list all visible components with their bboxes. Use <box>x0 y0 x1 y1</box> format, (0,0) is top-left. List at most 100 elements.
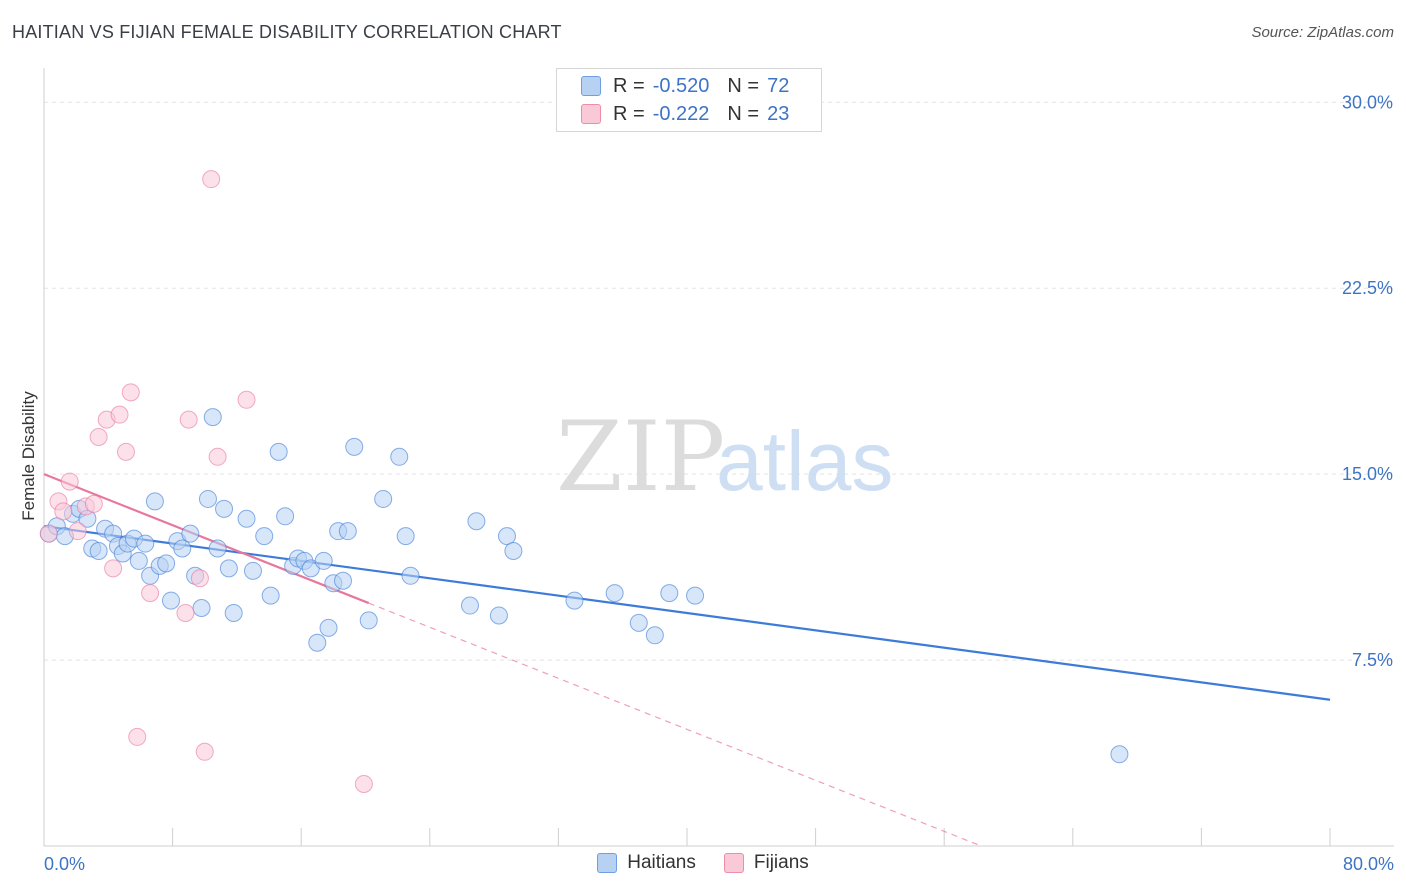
legend-n-label: N = <box>727 74 760 97</box>
point-haitians <box>338 522 357 541</box>
point-haitians <box>276 507 295 526</box>
point-fijians <box>202 170 221 189</box>
point-haitians <box>359 611 378 630</box>
legend-row-fijians: R = -0.222 N = 23 <box>581 101 789 127</box>
point-haitians <box>255 527 274 546</box>
point-fijians <box>190 569 209 588</box>
point-haitians <box>157 554 176 573</box>
point-fijians <box>354 775 373 794</box>
legend-label-fijians: Fijians <box>753 852 809 873</box>
point-fijians <box>60 472 79 491</box>
point-haitians <box>145 492 164 511</box>
point-haitians <box>208 539 227 558</box>
point-haitians <box>660 584 679 603</box>
point-haitians <box>181 524 200 543</box>
y-tick-labels: 7.5% 15.0% 22.5% 30.0% <box>1342 92 1393 670</box>
trend-lines <box>43 473 1331 847</box>
point-haitians <box>460 596 479 615</box>
point-fijians <box>89 427 108 446</box>
y-axis-label: Female Disability <box>19 391 38 521</box>
point-haitians <box>319 618 338 637</box>
point-haitians <box>308 633 327 652</box>
point-haitians <box>504 542 523 561</box>
point-haitians <box>192 599 211 618</box>
point-haitians <box>269 442 288 461</box>
point-haitians <box>173 539 192 558</box>
y-tick-label: 15.0% <box>1342 464 1393 484</box>
chart-title: HAITIAN VS FIJIAN FEMALE DISABILITY CORR… <box>12 22 562 42</box>
legend-swatch-fijians <box>581 104 601 124</box>
point-haitians <box>1110 745 1129 764</box>
legend-row-haitians: R = -0.520 N = 72 <box>581 73 789 99</box>
point-fijians <box>141 584 160 603</box>
y-tick-label: 7.5% <box>1352 650 1393 670</box>
point-haitians <box>243 561 262 580</box>
point-fijians <box>179 410 198 429</box>
point-fijians <box>39 524 58 543</box>
point-haitians <box>333 571 352 590</box>
point-fijians <box>121 383 140 402</box>
point-haitians <box>136 534 155 553</box>
watermark-zip: ZIP <box>556 401 725 513</box>
legend-n-value: 72 <box>767 74 790 97</box>
point-haitians <box>565 591 584 610</box>
legend-n-label: N = <box>727 102 760 125</box>
legend-r-value: -0.520 <box>652 74 710 97</box>
point-haitians <box>686 586 705 605</box>
point-haitians <box>390 447 409 466</box>
point-fijians <box>84 494 103 513</box>
point-haitians <box>314 551 333 570</box>
point-haitians <box>489 606 508 625</box>
legend-label-haitians: Haitians <box>627 852 696 873</box>
point-fijians <box>128 727 147 746</box>
trend-line-haitians <box>43 525 1331 701</box>
point-haitians <box>467 512 486 531</box>
point-haitians <box>345 437 364 456</box>
legend-swatch-haitians <box>597 853 618 873</box>
source-label: Source: ZipAtlas.com <box>1251 24 1394 41</box>
point-haitians <box>629 613 648 632</box>
point-haitians <box>237 509 256 528</box>
stats-legend: R = -0.520 N = 72 R = -0.222 N = 23 <box>556 68 822 132</box>
point-fijians <box>237 390 256 409</box>
legend-item-fijians[interactable]: Fijians <box>723 852 809 874</box>
trend-line-fijians <box>43 473 370 605</box>
x-tick-label-min: 0.0% <box>44 854 85 874</box>
point-haitians <box>401 566 420 585</box>
point-fijians <box>208 447 227 466</box>
legend-swatch-fijians <box>723 853 744 873</box>
y-tick-label: 22.5% <box>1342 278 1393 298</box>
legend-item-haitians[interactable]: Haitians <box>597 852 696 874</box>
point-haitians <box>224 603 243 622</box>
watermark: ZIP atlas <box>556 401 893 513</box>
point-haitians <box>497 527 516 546</box>
point-haitians <box>215 499 234 518</box>
point-fijians <box>54 502 73 521</box>
legend-swatch-haitians <box>581 76 601 96</box>
point-haitians <box>374 489 393 508</box>
data-points <box>39 170 1129 794</box>
x-ticks <box>43 828 1331 846</box>
point-haitians <box>203 408 222 427</box>
point-fijians <box>176 603 195 622</box>
point-fijians <box>195 742 214 761</box>
y-tick-label: 30.0% <box>1342 92 1393 112</box>
legend-r-value: -0.222 <box>652 102 710 125</box>
point-haitians <box>645 626 664 645</box>
point-haitians <box>129 551 148 570</box>
point-haitians <box>198 489 217 508</box>
point-haitians <box>605 584 624 603</box>
point-haitians <box>161 591 180 610</box>
point-fijians <box>110 405 129 424</box>
point-fijians <box>116 442 135 461</box>
point-haitians <box>261 586 280 605</box>
legend-r-label: R = <box>613 102 645 125</box>
legend-r-label: R = <box>613 74 645 97</box>
watermark-atlas: atlas <box>716 414 893 508</box>
point-fijians <box>104 559 123 578</box>
point-haitians <box>396 527 415 546</box>
series-legend: Haitians Fijians <box>0 852 1406 874</box>
point-fijians <box>68 522 87 541</box>
point-haitians <box>219 559 238 578</box>
